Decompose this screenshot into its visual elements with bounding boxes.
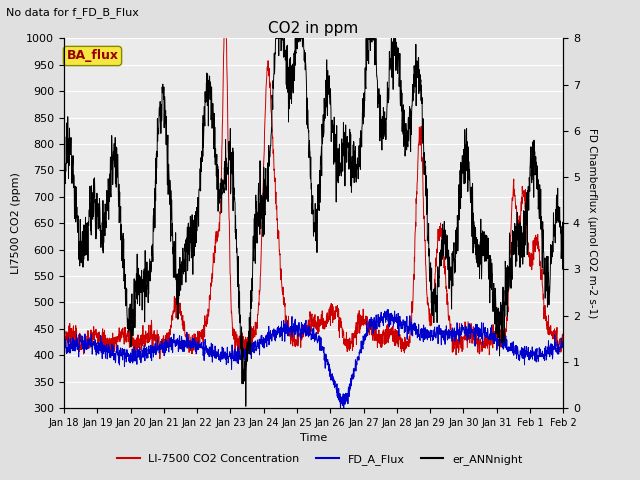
Text: BA_flux: BA_flux bbox=[67, 49, 118, 62]
Y-axis label: FD Chamberflux (μmol CO2 m-2 s-1): FD Chamberflux (μmol CO2 m-2 s-1) bbox=[587, 128, 596, 318]
Text: No data for f_FD_B_Flux: No data for f_FD_B_Flux bbox=[6, 7, 140, 18]
Legend: LI-7500 CO2 Concentration, FD_A_Flux, er_ANNnight: LI-7500 CO2 Concentration, FD_A_Flux, er… bbox=[113, 450, 527, 469]
Title: CO2 in ppm: CO2 in ppm bbox=[268, 21, 359, 36]
X-axis label: Time: Time bbox=[300, 433, 327, 443]
Y-axis label: LI7500 CO2 (ppm): LI7500 CO2 (ppm) bbox=[11, 172, 20, 274]
